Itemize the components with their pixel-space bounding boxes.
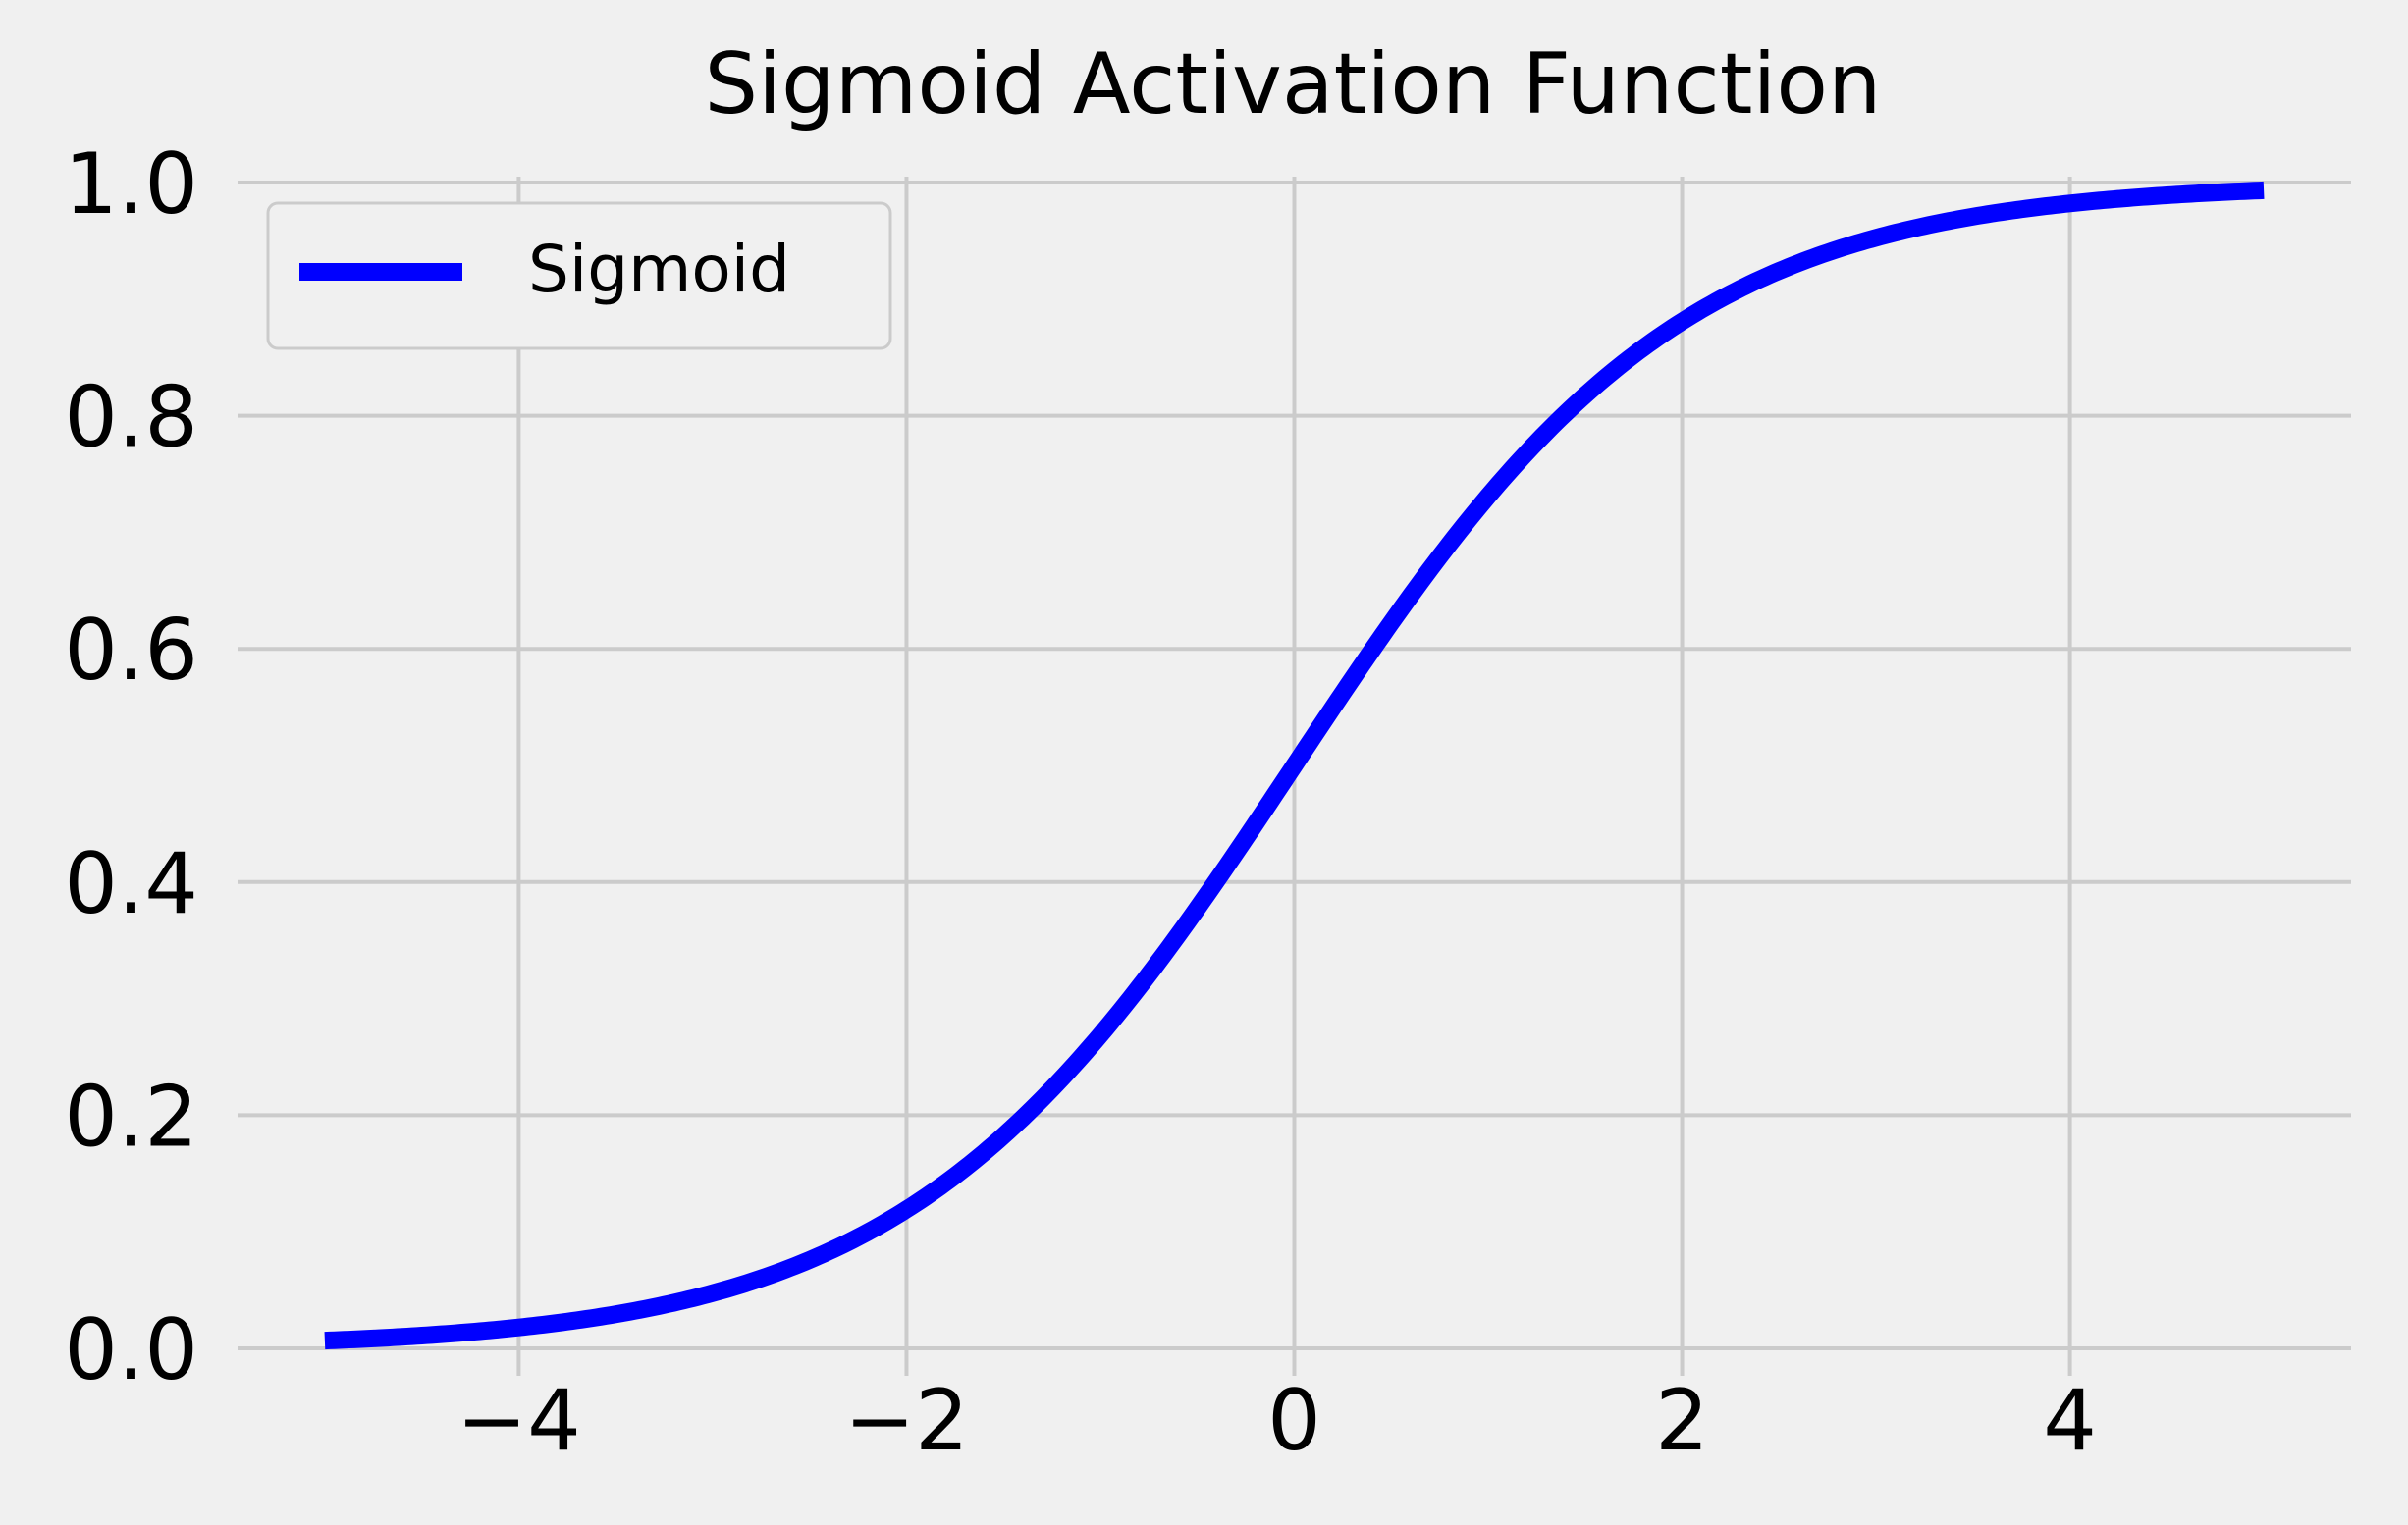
series-line-sigmoid	[320, 181, 2269, 1350]
legend: Sigmoid	[266, 201, 892, 350]
x-tick-label: 4	[2043, 1372, 2097, 1470]
tick-labels: −4 −2 0 2 4 0.0 0.2 0.4 0.6 0.8 1.0	[64, 135, 2097, 1470]
grid	[238, 177, 2351, 1376]
x-tick-label: 2	[1655, 1372, 1709, 1470]
y-tick-label: 0.6	[64, 602, 198, 700]
legend-label: Sigmoid	[528, 232, 790, 307]
y-tick-label: 0.8	[64, 369, 198, 467]
series-layer	[320, 181, 2269, 1350]
chart-title: Sigmoid Activation Function	[705, 35, 1882, 133]
y-tick-label: 0.2	[64, 1068, 198, 1166]
y-tick-label: 1.0	[64, 135, 198, 234]
x-tick-label: 0	[1267, 1372, 1321, 1470]
x-tick-label: −2	[844, 1372, 969, 1470]
legend-frame	[266, 201, 892, 350]
x-tick-label: −4	[456, 1372, 581, 1470]
y-tick-label: 0.4	[64, 835, 198, 933]
y-tick-label: 0.0	[64, 1301, 198, 1399]
